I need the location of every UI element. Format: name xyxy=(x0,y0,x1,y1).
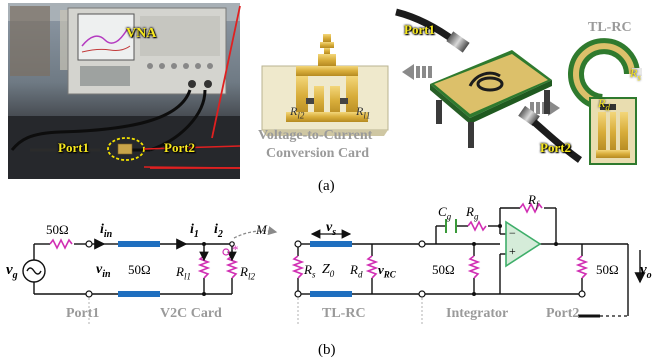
rf-label: Rf xyxy=(528,192,539,210)
junction-dot xyxy=(202,292,206,296)
resistor-source xyxy=(49,238,73,250)
tlrc-tline-bottom xyxy=(310,291,352,297)
junction-dot xyxy=(202,242,206,246)
terminal-node xyxy=(418,240,426,248)
junction-dot xyxy=(498,224,502,228)
vna-label: VNA xyxy=(126,26,157,41)
section-port1: Port1 xyxy=(66,306,100,321)
setup-port2-label: Port2 xyxy=(540,140,572,155)
rg-label: Rg xyxy=(466,204,479,222)
lab-photo xyxy=(8,3,241,179)
zcard-label: 50Ω xyxy=(128,262,151,277)
section-v2c: V2C Card xyxy=(160,306,222,321)
capacitor-cg xyxy=(445,219,457,233)
vg-label: vg xyxy=(6,262,18,281)
vna-instrument xyxy=(67,7,227,95)
setup-render xyxy=(395,8,583,163)
coupling-dot xyxy=(222,248,230,256)
section-integrator: Integrator xyxy=(446,306,509,321)
tlrc-tline-top xyxy=(310,241,352,247)
caption-b: (b) xyxy=(318,342,336,358)
section-port2: Port2 xyxy=(546,306,580,321)
photo-port1-label: Port1 xyxy=(58,140,90,155)
tlrc-render xyxy=(568,38,642,165)
terminal-node xyxy=(85,240,93,248)
section-tlrc: TL-RC xyxy=(322,306,366,321)
setup-port1-label: Port1 xyxy=(404,22,436,37)
opamp-symbol xyxy=(505,220,542,268)
dut-card xyxy=(117,143,133,155)
tlrc-rd-label: Rd xyxy=(598,96,610,113)
vna-cables xyxy=(10,89,207,152)
r11-label: Rl1 xyxy=(176,264,191,282)
terminal-node xyxy=(229,241,235,247)
card-caption-line2: Conversion Card xyxy=(266,146,370,161)
rload-label: 50Ω xyxy=(432,262,455,277)
card-tline-bottom xyxy=(118,291,160,297)
terminal-node xyxy=(578,290,586,298)
junction-dot xyxy=(472,242,476,246)
rsrc-label: 50Ω xyxy=(46,222,69,237)
card-r12-label: Rl2 xyxy=(290,104,305,121)
card-tline-top xyxy=(118,241,160,247)
r12-label: Rl2 xyxy=(240,264,255,282)
arrow-left-icon xyxy=(402,64,432,80)
terminal-node xyxy=(85,290,93,298)
resistor-rd xyxy=(365,255,379,279)
tlrc-rs-label: Rs xyxy=(630,66,641,83)
mutual-coupling-arrow xyxy=(233,226,278,239)
opamp-minus: − xyxy=(509,226,516,240)
card-caption-line1: Voltage-to-Current xyxy=(258,128,373,143)
vo-label: vo xyxy=(640,262,652,281)
sine-icon xyxy=(26,267,42,275)
rd-label: Rd xyxy=(350,262,363,280)
mutual-label: M xyxy=(256,222,267,237)
zoom-pointer-line xyxy=(143,145,241,150)
rout-label: 50Ω xyxy=(596,262,619,277)
resistor-load xyxy=(467,255,481,279)
z0-label: Z0 xyxy=(322,262,335,279)
vs-label: vs xyxy=(326,220,337,238)
vin-label: vin xyxy=(96,262,111,280)
junction-dot xyxy=(554,242,558,246)
photo-port2-label: Port2 xyxy=(164,140,196,155)
rs-label: Rs xyxy=(304,262,316,280)
vrc-label: vRC xyxy=(378,262,396,280)
terminal-node xyxy=(294,290,302,298)
resistor-rs xyxy=(291,255,305,279)
iin-label: iin xyxy=(100,222,113,240)
junction-dot xyxy=(472,292,476,296)
caption-a: (a) xyxy=(318,178,335,194)
zoom-pointer-line xyxy=(211,5,241,139)
opamp-plus: + xyxy=(509,244,516,258)
i1-label: i1 xyxy=(190,222,199,240)
v2c-card-render xyxy=(261,34,389,136)
resistor-out xyxy=(575,255,589,279)
resistor-rf xyxy=(519,202,543,214)
terminal-node xyxy=(294,240,302,248)
i2-label: i2 xyxy=(214,222,223,240)
terminal-node xyxy=(418,290,426,298)
resistor-rg xyxy=(467,220,487,232)
card-r11-label: Rl1 xyxy=(356,104,371,121)
cg-label: Cg xyxy=(438,204,452,222)
tlrc-title: TL-RC xyxy=(588,20,632,35)
coupling-star: * xyxy=(232,242,239,257)
